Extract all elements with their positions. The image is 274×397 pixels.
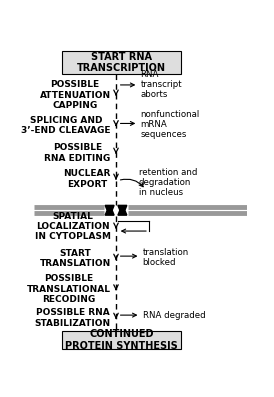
Text: SPATIAL
LOCALIZATION
IN CYTOPLASM: SPATIAL LOCALIZATION IN CYTOPLASM <box>35 212 111 241</box>
Text: START
TRANSLATION: START TRANSLATION <box>39 249 111 268</box>
Polygon shape <box>105 205 114 215</box>
Text: POSSIBLE
TRANSLATIONAL
RECODING: POSSIBLE TRANSLATIONAL RECODING <box>27 274 111 304</box>
FancyBboxPatch shape <box>62 331 181 349</box>
Text: translation
blocked: translation blocked <box>142 247 189 266</box>
Text: nonfunctional
mRNA
sequences: nonfunctional mRNA sequences <box>141 110 200 139</box>
Text: SPLICING AND
3’-END CLEAVAGE: SPLICING AND 3’-END CLEAVAGE <box>21 116 111 135</box>
FancyBboxPatch shape <box>62 51 181 73</box>
Text: POSSIBLE RNA
STABILIZATION: POSSIBLE RNA STABILIZATION <box>35 308 111 328</box>
Text: RNA degraded: RNA degraded <box>142 310 205 320</box>
Text: RNA
transcript
aborts: RNA transcript aborts <box>141 70 182 100</box>
Text: CONTINUED
PROTEIN SYNTHESIS: CONTINUED PROTEIN SYNTHESIS <box>65 329 178 351</box>
Polygon shape <box>118 205 127 215</box>
Text: POSSIBLE
RNA EDITING: POSSIBLE RNA EDITING <box>44 143 111 163</box>
Text: NUCLEAR
EXPORT: NUCLEAR EXPORT <box>63 170 111 189</box>
Text: POSSIBLE
ATTENUATION
CAPPING: POSSIBLE ATTENUATION CAPPING <box>39 80 111 110</box>
Text: START RNA
TRANSCRIPTION: START RNA TRANSCRIPTION <box>77 52 166 73</box>
Text: retention and
degradation
in nucleus: retention and degradation in nucleus <box>139 168 197 197</box>
